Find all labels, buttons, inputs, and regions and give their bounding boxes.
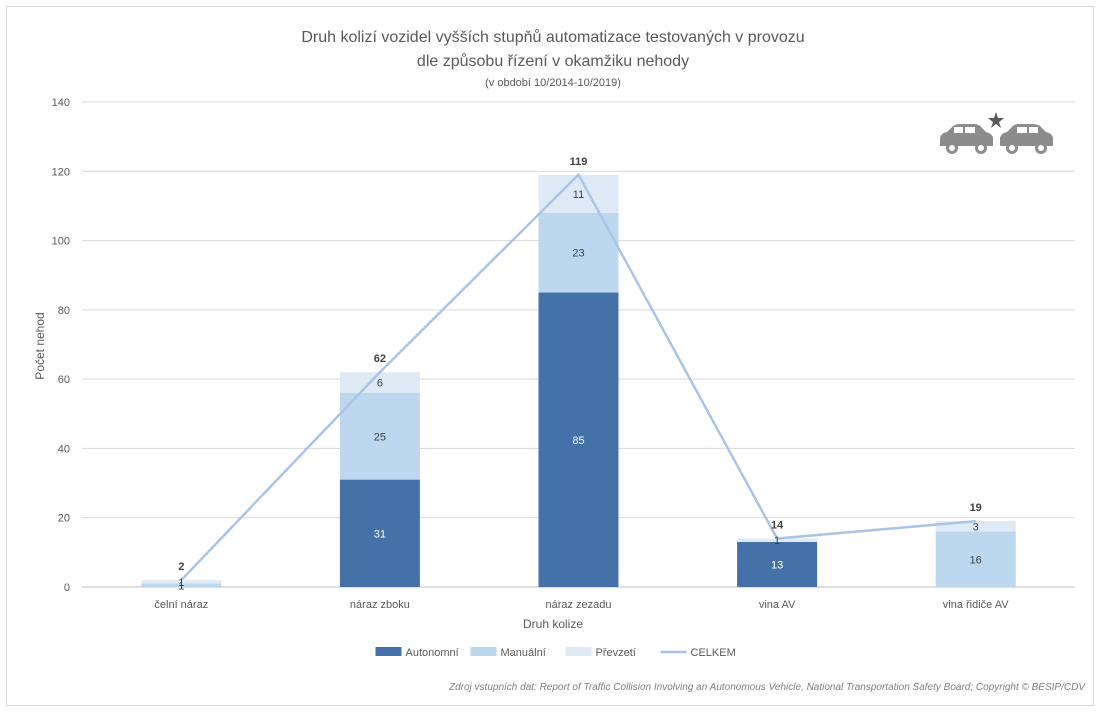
y-tick-label: 80 — [58, 305, 70, 317]
y-tick-label: 60 — [58, 374, 70, 386]
chart-title-line2: dle způsobu řízení v okamžiku nehody — [417, 52, 689, 70]
bar-segment — [141, 583, 222, 587]
x-axis-ticks: čelní náraz náraz zboku náraz zezadu vina A… — [154, 599, 1009, 611]
bar-segment — [141, 580, 222, 584]
total-label: 19 — [970, 502, 982, 514]
bars — [141, 174, 1016, 587]
total-label: 119 — [570, 156, 588, 168]
legend-swatch — [565, 647, 592, 656]
segment-label: 1 — [178, 577, 184, 589]
y-axis-title: Počet nehod — [33, 312, 47, 379]
y-tick-label: 120 — [52, 166, 70, 178]
x-tick-label: vina řidiče AV — [943, 599, 1009, 611]
series-line-celkem — [180, 172, 976, 581]
y-tick-label: 140 — [52, 97, 70, 109]
segment-label: 1 — [178, 580, 184, 592]
x-axis-title: Druh kolize — [523, 617, 583, 631]
bar-segment — [538, 292, 619, 587]
segment-label: 11 — [573, 189, 584, 201]
bar-segment — [737, 538, 818, 542]
chart-title-line1: Druh kolizí vozidel vyšších stupňů autom… — [301, 28, 804, 46]
x-tick-label: vina AV — [759, 599, 796, 611]
y-tick-label: 0 — [64, 582, 70, 594]
bar-segment — [339, 393, 420, 480]
y-tick-label: 40 — [58, 443, 70, 455]
x-tick-label: čelní náraz — [154, 599, 208, 611]
legend-label: CELKEM — [691, 647, 736, 659]
legend: Autonomní Manuální Převzetí CELKEM — [375, 647, 736, 659]
y-axis-ticks: 0 20 40 60 80 100 120 140 — [52, 97, 70, 594]
bar-segment — [737, 541, 818, 587]
segment-label: 85 — [572, 435, 584, 447]
total-label: 62 — [374, 353, 386, 365]
legend-label: Autonomní — [406, 647, 459, 659]
y-tick-label: 20 — [58, 513, 70, 525]
segment-label: 6 — [377, 378, 383, 390]
bar-segment — [538, 174, 619, 213]
legend-label: Manuální — [501, 647, 546, 659]
segment-label: 16 — [970, 554, 982, 566]
car-collision-icon — [940, 112, 1053, 154]
x-tick-label: náraz zboku — [350, 599, 410, 611]
segment-label: 23 — [572, 248, 584, 260]
segment-label: 31 — [374, 528, 386, 540]
bar-segment — [935, 531, 1016, 587]
legend-swatch — [470, 647, 497, 656]
y-tick-label: 100 — [52, 236, 70, 248]
chart-subtitle: (v období 10/2014-10/2019) — [485, 77, 621, 89]
total-label: 14 — [771, 520, 784, 532]
legend-swatch — [375, 647, 402, 656]
legend-label: Převzetí — [596, 647, 636, 659]
bar-segment — [339, 372, 420, 393]
bar-segment — [339, 479, 420, 587]
bar-segment — [935, 521, 1016, 532]
segment-label: 1 — [774, 535, 780, 547]
segment-label: 25 — [374, 431, 386, 443]
total-line — [180, 172, 976, 581]
segment-label: 3 — [973, 521, 979, 533]
segment-label: 13 — [771, 559, 783, 571]
total-label: 2 — [178, 561, 184, 573]
x-tick-label: náraz zezadu — [545, 599, 611, 611]
source-note: Zdroj vstupních dat: Report of Traffic C… — [448, 682, 1086, 693]
